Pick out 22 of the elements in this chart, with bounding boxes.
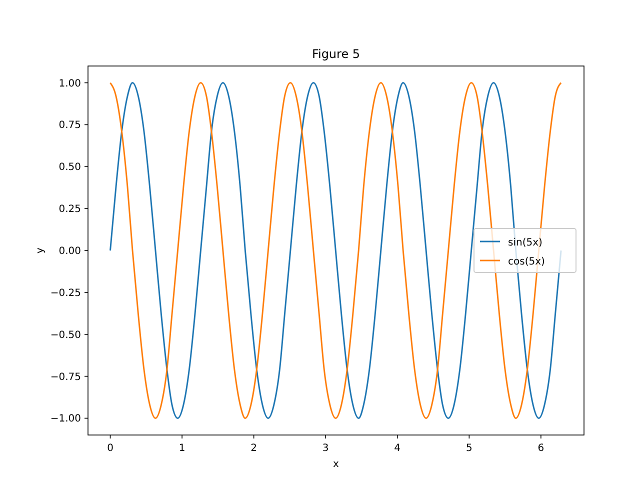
x-tick-label: 1 (178, 443, 186, 454)
y-tick-label: 0.75 (58, 120, 81, 132)
legend-label: sin(5x) (508, 238, 543, 248)
x-axis-title: x (333, 459, 340, 470)
y-tick-label: −0.50 (50, 330, 81, 341)
y-tick-label: 0.25 (58, 204, 81, 216)
x-tick-label: 0 (107, 443, 114, 454)
y-tick-label: 1.00 (58, 78, 81, 90)
y-tick-label: −1.00 (50, 414, 81, 425)
x-tick-label: 6 (538, 443, 544, 454)
y-tick-label: 0.50 (58, 162, 81, 174)
y-tick-label: −0.75 (50, 372, 81, 383)
chart-title: Figure 5 (312, 47, 360, 61)
y-axis-title: y (35, 247, 46, 254)
y-tick-label: −0.25 (50, 288, 81, 299)
line-series (110, 82, 562, 419)
x-tick-label: 4 (394, 443, 401, 454)
x-tick-label: 3 (322, 443, 329, 454)
x-tick-label: 2 (250, 443, 257, 454)
legend-label: cos(5x) (508, 256, 546, 268)
y-tick-label: 0.00 (58, 246, 81, 257)
x-tick-label: 5 (466, 443, 472, 454)
